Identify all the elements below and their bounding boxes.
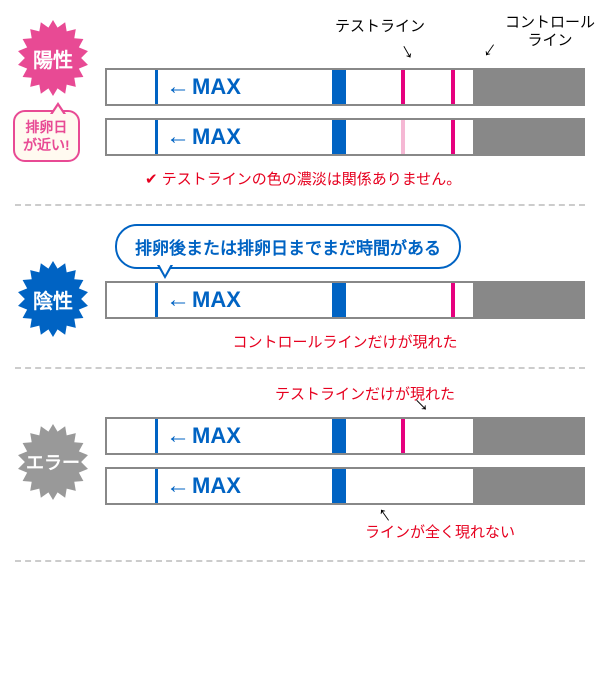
max-thick-line [332,120,346,154]
test-line [401,419,405,453]
section-negative: 陰性 排卵後または排卵日までまだ時間がある MAX コントロールラインだけが現れ… [15,206,585,367]
control-line [451,120,455,154]
max-thin-line [155,283,158,317]
max-thin-line [155,70,158,104]
section-error: エラー テストラインだけが現れた ↓ MAX MAX [15,369,585,560]
badge-error: エラー [15,424,91,500]
note-negative: コントロールラインだけが現れた [105,331,585,352]
section-positive: テストライン ↓ コントロール ライン ↓ 陽性 排卵日 が近い! MAX [15,10,585,204]
max-thick-line [332,419,346,453]
max-thin-line [155,469,158,503]
max-label: MAX [166,422,241,450]
strip-gray-end [473,120,583,154]
max-label: MAX [166,472,241,500]
max-label: MAX [166,123,241,151]
max-label: MAX [166,286,241,314]
strip-gray-end [473,419,583,453]
arrow-test-line: ↓ [395,37,418,65]
max-thick-line [332,70,346,104]
test-line [401,70,405,104]
note-error-bottom: ラインが全く現れない [365,521,515,542]
positive-strips: MAX MAX [105,68,585,156]
strip-gray-end [473,469,583,503]
bubble-ovulation-near: 排卵日 が近い! [13,110,80,162]
max-thick-line [332,283,346,317]
error-strips: MAX MAX [105,417,585,505]
strip-gray-end [473,70,583,104]
max-thin-line [155,419,158,453]
badge-negative-text: 陰性 [33,285,73,314]
max-thin-line [155,120,158,154]
max-label: MAX [166,73,241,101]
arrow-control-line: ↓ [479,35,503,63]
badge-positive: 陽性 [15,20,91,96]
test-strip: MAX [105,281,585,319]
test-strip: MAX [105,68,585,106]
badge-negative: 陰性 [15,261,91,337]
badge-error-text: エラー [26,449,80,475]
label-control-line: コントロール ライン [505,14,595,50]
strip-gray-end [473,283,583,317]
note-positive: テストラインの色の濃淡は関係ありません。 [145,168,585,189]
max-thick-line [332,469,346,503]
diagram-container: テストライン ↓ コントロール ライン ↓ 陽性 排卵日 が近い! MAX [0,0,600,572]
label-test-line: テストライン [335,18,425,36]
test-strip: MAX [105,417,585,455]
divider [15,560,585,562]
test-line-light [401,120,405,154]
error-top-label-row: テストラインだけが現れた ↓ [105,383,585,413]
bubble-negative: 排卵後または排卵日までまだ時間がある [115,224,461,269]
control-line [451,70,455,104]
note-error-top: テストラインだけが現れた [275,383,455,404]
test-strip: MAX [105,118,585,156]
badge-positive-text: 陽性 [33,44,73,73]
negative-strips: MAX [105,281,585,319]
top-labels: テストライン ↓ コントロール ライン ↓ [105,18,585,68]
control-line [451,283,455,317]
test-strip: MAX [105,467,585,505]
